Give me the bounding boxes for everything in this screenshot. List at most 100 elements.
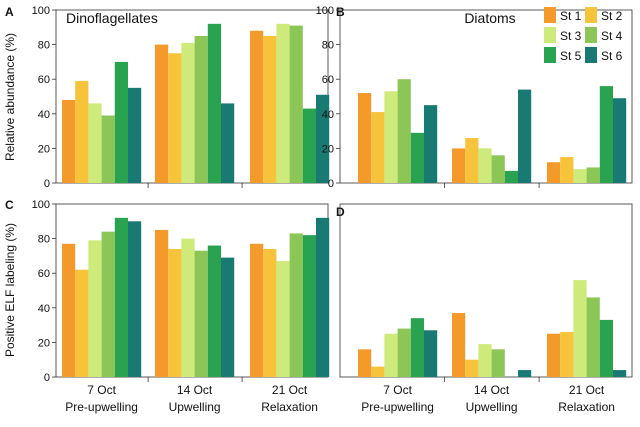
y-tick-label: 20 [322, 143, 334, 155]
x-category-sublabel: Upwelling [466, 400, 518, 414]
bar-st-1-14-oct [155, 229, 169, 377]
bar-st-5-7-oct [410, 132, 424, 183]
bar-st-1-14-oct [155, 44, 169, 183]
legend: St 1 St 2 St 3 St 4 St 5 St 6 [544, 7, 623, 63]
bar-st-2-7-oct [75, 269, 89, 377]
panel-letter-a: A [5, 5, 14, 19]
bar-st-2-14-oct [465, 359, 479, 377]
panel-a-dinoflagellates: 0 20 40 60 80 100 Dinoflagellates [32, 5, 330, 190]
y-tick-label: 100 [316, 5, 334, 17]
bar-st-5-21-oct [302, 235, 316, 377]
panel-title: Dinoflagellates [66, 10, 158, 26]
bar-st-1-7-oct [62, 243, 76, 377]
bar-st-6-7-oct [128, 87, 142, 183]
bar-st-1-21-oct [250, 30, 264, 184]
y-tick-label: 80 [38, 234, 50, 246]
bar-st-6-21-oct [316, 217, 330, 377]
x-category-sublabel: Upwelling [169, 400, 221, 414]
bar-st-4-21-oct [289, 25, 303, 183]
panel-b-diatoms: 0 20 40 60 80 100 Diatoms [316, 5, 633, 190]
x-category-sublabel: Pre-upwelling [65, 400, 138, 414]
bar-st-5-21-oct [599, 86, 613, 183]
y-tick-label: 20 [38, 143, 50, 155]
bar-st-2-21-oct [263, 35, 277, 184]
bar-st-2-7-oct [371, 112, 385, 183]
bar-st-6-14-oct [518, 89, 532, 183]
bar-st-1-21-oct [250, 243, 264, 377]
legend-swatch-st-2 [585, 7, 597, 23]
x-category-label: 21 Oct [569, 383, 605, 397]
panel-letter-b: B [336, 5, 345, 19]
x-category-label: 21 Oct [272, 383, 308, 397]
bar-st-4-14-oct [194, 250, 208, 377]
legend-label-st-4: St 4 [601, 29, 623, 43]
bar-st-6-21-oct [613, 370, 627, 377]
bar-st-4-7-oct [101, 115, 115, 183]
y-tick-label: 60 [322, 74, 334, 86]
y-tick-label: 60 [38, 74, 50, 86]
bar-st-4-14-oct [491, 349, 505, 377]
bar-st-3-7-oct [88, 103, 102, 183]
x-category-label: 7 Oct [383, 383, 412, 397]
bar-st-1-7-oct [358, 349, 372, 377]
y-tick-label: 80 [38, 40, 50, 52]
bar-st-3-21-oct [573, 280, 587, 377]
bar-st-5-7-oct [410, 318, 424, 377]
bar-st-2-21-oct [263, 248, 277, 377]
y-tick-label: 40 [38, 109, 50, 121]
bar-st-2-14-oct [168, 248, 182, 377]
y-tick-label: 0 [328, 178, 334, 190]
bar-st-2-7-oct [75, 80, 89, 183]
legend-swatch-st-5 [544, 47, 556, 63]
x-category-label: 7 Oct [87, 383, 116, 397]
bar-st-5-14-oct [504, 170, 518, 183]
y-tick-label: 0 [44, 178, 50, 190]
legend-label-st-2: St 2 [601, 9, 623, 23]
bar-st-5-21-oct [599, 319, 613, 377]
bar-st-3-14-oct [181, 238, 195, 377]
bar-st-4-7-oct [101, 231, 115, 377]
bar-st-1-7-oct [358, 93, 372, 183]
bar-st-6-7-oct [424, 105, 438, 183]
bar-st-4-14-oct [194, 35, 208, 184]
y-tick-label: 0 [44, 372, 50, 384]
bar-st-1-21-oct [547, 333, 561, 377]
bar-st-2-21-oct [560, 157, 574, 183]
bar-st-2-14-oct [465, 138, 479, 183]
y-tick-label: 80 [322, 40, 334, 52]
legend-swatch-st-4 [585, 27, 597, 43]
x-category-label: 14 Oct [474, 383, 510, 397]
bar-st-5-7-oct [114, 61, 128, 183]
x-category-sublabel: Relaxation [558, 400, 615, 414]
bar-st-3-14-oct [478, 344, 492, 377]
bar-st-5-14-oct [207, 245, 221, 377]
legend-label-st-6: St 6 [601, 49, 623, 63]
legend-swatch-st-6 [585, 47, 597, 63]
y-tick-label: 40 [322, 109, 334, 121]
panel-title: Diatoms [464, 10, 515, 26]
y-axis-title-top: Relative abundance (%) [3, 33, 17, 161]
x-category-sublabel: Pre-upwelling [361, 400, 434, 414]
bar-st-4-7-oct [397, 328, 411, 377]
panel-letter-c: C [5, 198, 14, 212]
bar-st-6-14-oct [221, 257, 235, 377]
bar-st-6-21-oct [613, 98, 627, 183]
legend-label-st-1: St 1 [560, 9, 582, 23]
legend-label-st-5: St 5 [560, 49, 582, 63]
legend-swatch-st-3 [544, 27, 556, 43]
bar-st-6-7-oct [128, 221, 142, 377]
y-tick-label: 100 [32, 199, 50, 211]
x-category-sublabel: Relaxation [261, 400, 318, 414]
bar-st-3-7-oct [384, 333, 398, 377]
legend-swatch-st-1 [544, 7, 556, 23]
bar-st-3-14-oct [478, 148, 492, 183]
bar-st-6-21-oct [316, 94, 330, 183]
bar-st-3-21-oct [276, 23, 290, 184]
bar-st-3-21-oct [276, 261, 290, 377]
y-tick-label: 40 [38, 303, 50, 315]
bar-st-4-21-oct [586, 167, 600, 183]
bar-st-3-21-oct [573, 169, 587, 183]
y-tick-label: 100 [32, 5, 50, 17]
legend-label-st-3: St 3 [560, 29, 582, 43]
